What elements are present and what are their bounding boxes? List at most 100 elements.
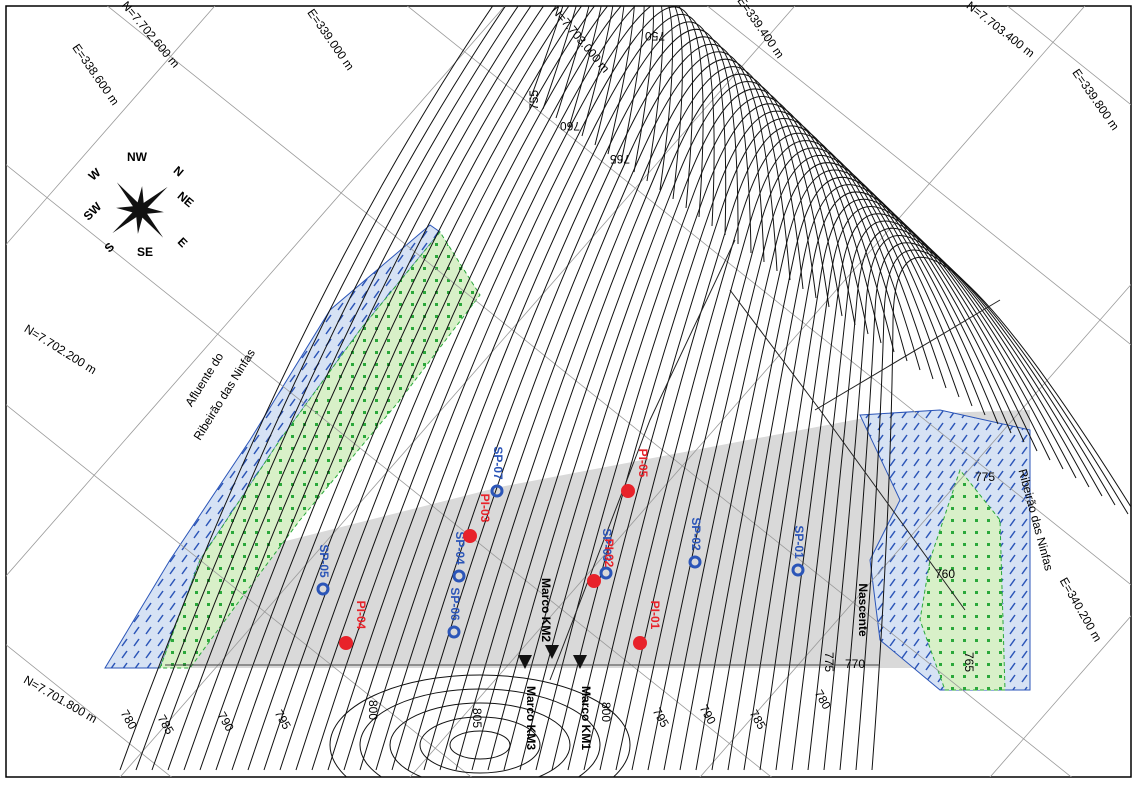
contour-line — [631, 147, 947, 771]
sampling-label: SP-01 — [792, 525, 806, 559]
contour-line — [375, 29, 739, 771]
contour-line — [647, 155, 960, 771]
contour-line — [247, 6, 654, 771]
sampling-label: SP-05 — [317, 544, 331, 578]
contour-label: 775 — [975, 470, 995, 484]
contour-line — [839, 242, 1116, 771]
sampling-point — [452, 569, 466, 583]
sampling-label: SP-06 — [448, 587, 462, 621]
contour-line — [329, 674, 631, 777]
contour-line — [419, 716, 541, 774]
contour-line — [439, 58, 791, 771]
contour-line — [471, 73, 817, 771]
contour-line — [503, 88, 843, 771]
marker-label: Marco KM3 — [524, 686, 538, 750]
contour-line — [263, 6, 664, 771]
sampling-point — [447, 625, 461, 639]
contour-line — [119, 6, 564, 771]
contour-line — [823, 235, 1103, 771]
contour-line — [695, 176, 999, 771]
contour-line — [615, 140, 934, 771]
contour-label: 770 — [845, 657, 865, 671]
contour-line — [535, 103, 869, 771]
contour-line — [449, 730, 511, 760]
contour-line — [279, 6, 673, 771]
pi-label: PI-02 — [602, 539, 616, 568]
pi-label: PI-01 — [648, 601, 662, 630]
contour-label: 750 — [645, 29, 665, 43]
pi-point — [587, 574, 601, 588]
contour-line — [711, 184, 1012, 771]
contour-line — [343, 14, 715, 771]
sampling-point — [316, 582, 330, 596]
pi-point — [339, 636, 353, 650]
compass-rose — [112, 182, 168, 238]
marker — [545, 645, 559, 659]
contour-line — [583, 125, 908, 771]
contour-line — [311, 6, 694, 771]
grid-line — [119, 6, 796, 777]
contour-line — [389, 702, 571, 777]
contour-line — [183, 6, 614, 771]
grid-line — [989, 615, 1131, 777]
compass-label: NW — [127, 150, 148, 164]
pi-label: PI-04 — [354, 601, 368, 630]
sampling-point — [791, 563, 805, 577]
marker — [518, 655, 532, 669]
marker-label: Marco KM1 — [579, 686, 593, 750]
contour-line — [807, 227, 1090, 771]
pi-point — [621, 484, 635, 498]
sampling-point — [599, 566, 613, 580]
contour-line — [663, 162, 973, 771]
survey-line — [729, 289, 966, 611]
contour-line — [567, 118, 895, 771]
vegetation-right — [919, 468, 1006, 691]
contour-line — [775, 213, 1064, 771]
grid-line — [6, 6, 216, 246]
pi-label: PI-05 — [636, 449, 650, 478]
contour-line — [487, 81, 830, 771]
contour-line — [423, 51, 778, 771]
contour-line — [151, 6, 590, 771]
contour-line — [599, 132, 921, 771]
sampling-point — [688, 555, 702, 569]
source-label: Nascente — [856, 583, 870, 637]
sampling-label: SP-02 — [689, 517, 703, 551]
contour-label: 765 — [962, 652, 976, 672]
marker-label: Marco KM2 — [539, 578, 553, 642]
contour-line — [167, 6, 602, 771]
contour-line — [135, 6, 577, 771]
contour-line — [519, 95, 856, 771]
contour-line — [215, 6, 635, 771]
contour-label: 765 — [610, 152, 630, 166]
sampling-label: SP-07 — [491, 446, 505, 480]
contour-line — [327, 6, 704, 771]
contour-label: 800 — [366, 700, 380, 720]
contour-line — [791, 220, 1077, 771]
contour-line — [407, 43, 765, 771]
grid-line — [6, 164, 772, 777]
contour-line — [727, 191, 1025, 771]
grid-line — [106, 6, 1072, 777]
contour-line — [359, 688, 601, 777]
study-area — [165, 410, 1030, 668]
contour-line — [855, 249, 1129, 771]
contour-label: 760 — [560, 119, 580, 133]
pi-label: PI-03 — [478, 494, 492, 523]
contour-label: 775 — [822, 652, 836, 672]
marker — [573, 655, 587, 669]
grid-line — [699, 283, 1131, 777]
contour-label: 805 — [470, 708, 484, 728]
grid-line — [6, 404, 472, 777]
sampling-label: SP-04 — [453, 531, 467, 565]
survey-line — [814, 299, 1001, 411]
grid-line — [706, 6, 1131, 346]
contour-line — [231, 6, 645, 771]
contour-line — [871, 256, 1131, 771]
sampling-label: SP-03 — [600, 528, 614, 562]
pi-point — [633, 636, 647, 650]
survey-line — [549, 239, 736, 681]
